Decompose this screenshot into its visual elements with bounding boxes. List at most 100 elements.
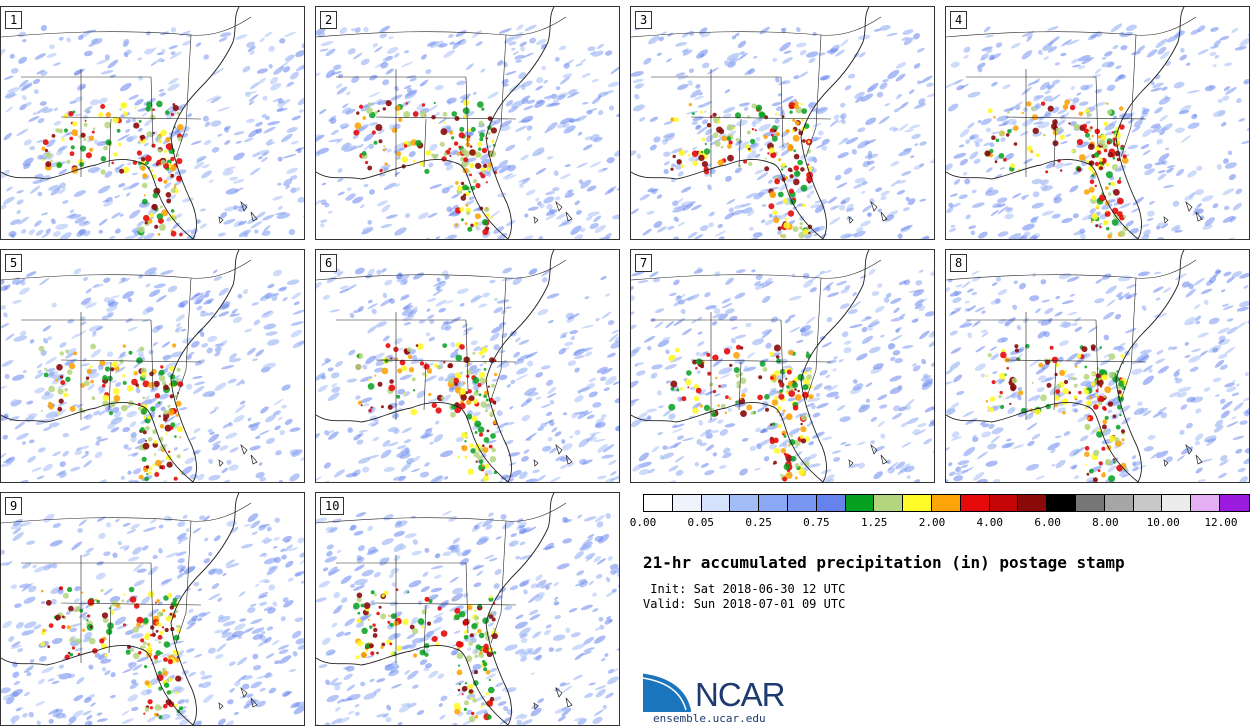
precip-cell [290,329,303,338]
precip-cell [274,517,280,523]
precip-cell [114,195,120,199]
precip-cell [672,428,684,433]
precip-cell [23,621,37,629]
precip-cell [1034,408,1041,415]
precip-cell [81,297,92,305]
precip-cell [140,427,145,432]
precip-cell [232,316,243,324]
precip-cell [419,361,425,366]
precip-cell [428,392,432,397]
precip-cell [267,283,275,289]
precip-cell [1226,318,1234,322]
precip-cell [631,295,635,301]
precip-cell [926,82,934,87]
precip-cell [34,372,44,379]
precip-cell [558,45,567,51]
precip-cell [403,392,406,395]
precip-cell [381,267,387,273]
precip-cell [1232,202,1242,211]
precip-cell [774,178,780,185]
precip-cell [251,627,265,634]
precip-cell [459,207,465,212]
precip-cell [142,396,146,400]
precip-cell [827,196,838,204]
precip-cell [48,371,55,377]
precip-cell [1243,396,1249,402]
precip-cell [1106,227,1110,231]
precip-cell [631,208,639,215]
precip-cell [223,127,230,133]
precip-cell [846,203,854,210]
precip-cell [781,233,787,239]
precip-cell [265,331,278,336]
precip-cell [84,631,93,639]
precip-cell [537,309,549,316]
precip-cell [824,474,835,482]
precip-cell [83,137,87,142]
precip-cell [908,124,921,129]
precip-cell [106,522,112,528]
precip-cell [1102,429,1107,434]
precip-cell [252,653,259,660]
precip-cell [896,189,906,195]
precip-cell [1069,104,1076,111]
precip-cell [713,393,721,397]
precip-cell [919,330,930,340]
precip-cell [159,630,164,635]
precip-cell [1214,394,1220,397]
precip-cell [256,700,266,708]
precip-cell [112,606,123,612]
precip-cell [237,674,247,683]
precip-cell [485,404,493,410]
precip-cell [109,401,116,408]
precip-cell [69,405,76,412]
precip-cell [400,294,410,299]
precip-cell [972,202,985,208]
precip-cell [972,436,979,442]
precip-cell [72,121,78,127]
state-border [946,16,1197,38]
precip-cell [1228,174,1236,181]
precip-cell [574,200,580,206]
precip-cell [576,162,588,169]
precip-cell [98,409,107,416]
precip-cell [479,363,484,367]
precip-cell [335,83,343,89]
precip-cell [1010,42,1021,49]
precip-cell [367,303,378,310]
island-outline [250,211,258,222]
precip-cell [1091,213,1099,220]
precip-cell [316,476,322,482]
precip-cell [861,190,866,194]
precip-cell [410,358,424,364]
precip-cell [546,293,560,299]
precip-cell [1000,351,1007,359]
precip-cell [1,360,14,367]
precip-cell [167,404,171,408]
precip-cell [631,398,640,404]
precip-cell [1030,217,1038,224]
precip-cell [201,164,210,169]
precip-cell [472,179,478,184]
precip-cell [976,478,988,482]
precip-cell [635,370,646,376]
precip-cell [40,409,43,412]
precip-cell [197,617,203,622]
member-label: 3 [635,11,653,29]
precip-cell [688,68,695,74]
precip-cell [967,122,975,129]
precip-cell [247,606,256,614]
state-border [805,277,822,401]
precip-cell [506,220,516,227]
precip-cell [140,157,146,162]
precip-cell [748,161,753,167]
precip-cell [434,363,438,368]
precip-cell [1199,215,1205,220]
precip-cell [532,469,540,474]
precip-cell [391,413,400,419]
precip-cell [953,152,967,159]
precip-cell [1221,400,1233,410]
precip-cell [910,155,915,159]
precip-cell [96,436,102,440]
precip-cell [963,46,971,53]
